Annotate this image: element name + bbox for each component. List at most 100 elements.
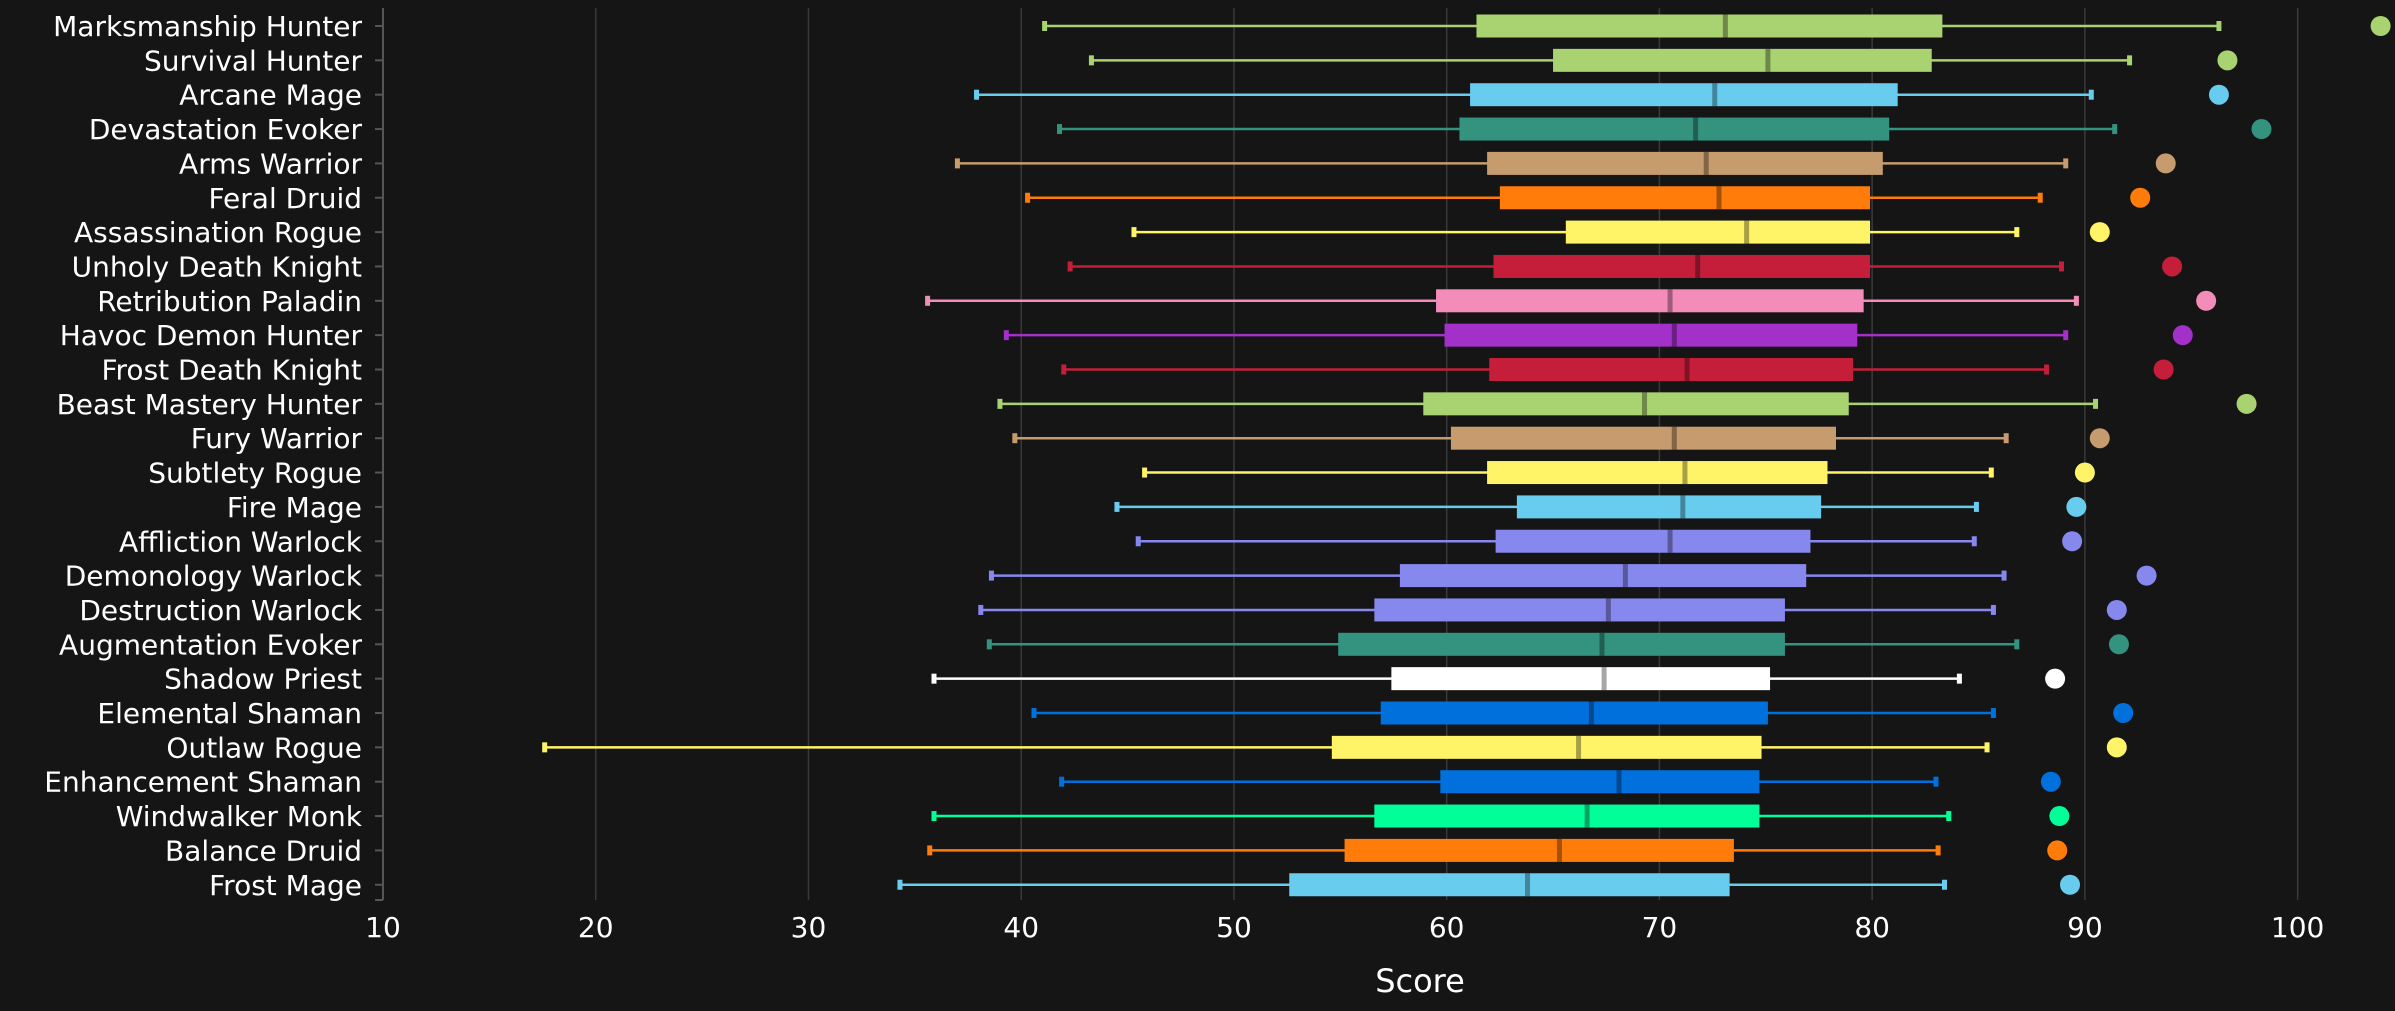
outlier-point [2060,874,2081,895]
category-label: Frost Death Knight [101,354,362,387]
category-label: Demonology Warlock [65,560,363,593]
series-row [1042,14,2391,38]
outlier-point [2074,462,2095,483]
median-marker [1722,14,1728,38]
iqr-box [1440,770,1760,794]
whisker-max-cap [1935,845,1941,856]
iqr-box [1499,186,1871,210]
series-row [954,151,2176,175]
whisker-min-cap [1088,55,1094,66]
series-row [1059,770,2061,794]
iqr-box [1489,358,1854,381]
iqr-box [1450,426,1836,450]
whisker-min-cap [997,398,1003,409]
series-row [925,289,2217,313]
x-tick-label: 30 [791,911,827,944]
whisker-max-cap [2093,398,2099,409]
outlier-point [2208,84,2229,105]
median-marker [1703,151,1709,175]
category-label: Balance Druid [165,834,362,867]
x-tick-label: 40 [1003,911,1039,944]
whisker-max-cap [1933,776,1939,787]
median-marker [1744,220,1750,244]
median-marker [1622,564,1628,588]
whisker-max-cap [1946,811,1952,822]
iqr-box [1391,667,1771,691]
iqr-box [1459,117,1890,141]
whisker-max-cap [2216,21,2222,31]
whisker-min-cap [1057,124,1063,135]
category-label: Subtlety Rogue [148,457,362,490]
category-label: Destruction Warlock [79,594,362,627]
outlier-point [2172,325,2193,346]
iqr-box [1423,392,1849,416]
median-marker [1584,804,1590,828]
whisker-max-cap [2014,639,2020,650]
median-marker [1605,598,1611,622]
whisker-max-cap [2044,364,2050,375]
x-tick-label: 60 [1429,911,1465,944]
median-marker [1671,323,1677,347]
iqr-box [1553,48,1932,72]
series-row [1114,495,2087,519]
series-row [1088,48,2238,72]
category-label: Arcane Mage [179,79,362,112]
category-label: Windwalker Monk [116,800,363,833]
series-row [1057,117,2272,141]
whisker-max-cap [2063,330,2069,341]
iqr-box [1436,289,1864,313]
series-row [931,804,2070,828]
iqr-box [1374,598,1785,622]
median-marker [1684,358,1690,381]
whisker-max-cap [2003,433,2009,444]
outlier-point [2113,703,2134,723]
whisker-min-cap [542,742,548,753]
iqr-box [1399,564,1807,588]
whisker-min-cap [974,89,980,100]
whisker-min-cap [1059,776,1065,787]
series-row [1067,254,2183,278]
category-label: Affliction Warlock [119,525,363,558]
x-tick-label: 20 [578,911,614,944]
outlier-point [2049,806,2070,827]
median-marker [1525,873,1531,897]
category-label: Devastation Evoker [89,113,363,146]
category-label: Frost Mage [209,869,362,902]
outlier-point [2196,290,2217,311]
outlier-point [2089,222,2110,243]
iqr-box [1487,461,1828,485]
category-label: Fury Warrior [191,422,363,455]
median-marker [1693,117,1699,141]
iqr-box [1374,804,1760,828]
whisker-max-cap [2001,570,2007,581]
outlier-point [2108,634,2129,655]
whisker-min-cap [1031,708,1037,718]
category-label: Fire Mage [227,491,362,524]
x-tick-label: 10 [365,911,401,944]
whisker-min-cap [1012,433,1018,444]
x-tick-label: 100 [2271,911,2324,944]
series-row [1031,701,2134,725]
outlier-point [2089,428,2110,449]
whisker-max-cap [2037,192,2043,203]
iqr-box [1470,83,1898,107]
median-marker [1695,254,1701,278]
whisker-max-cap [2014,227,2020,238]
median-marker [1712,83,1718,107]
x-tick-label: 70 [1642,911,1678,944]
whisker-min-cap [1003,330,1009,341]
whisker-min-cap [978,604,984,615]
median-marker [1588,701,1594,725]
iqr-box [1338,632,1785,656]
outlier-point [2066,496,2087,517]
outlier-point [2155,153,2176,174]
median-marker [1667,529,1673,553]
series-row [1131,220,2110,244]
outlier-point [2162,256,2183,277]
whisker-max-cap [1990,708,1996,718]
whisker-max-cap [2112,124,2118,135]
iqr-box [1493,254,1871,278]
series-row [997,392,2257,416]
